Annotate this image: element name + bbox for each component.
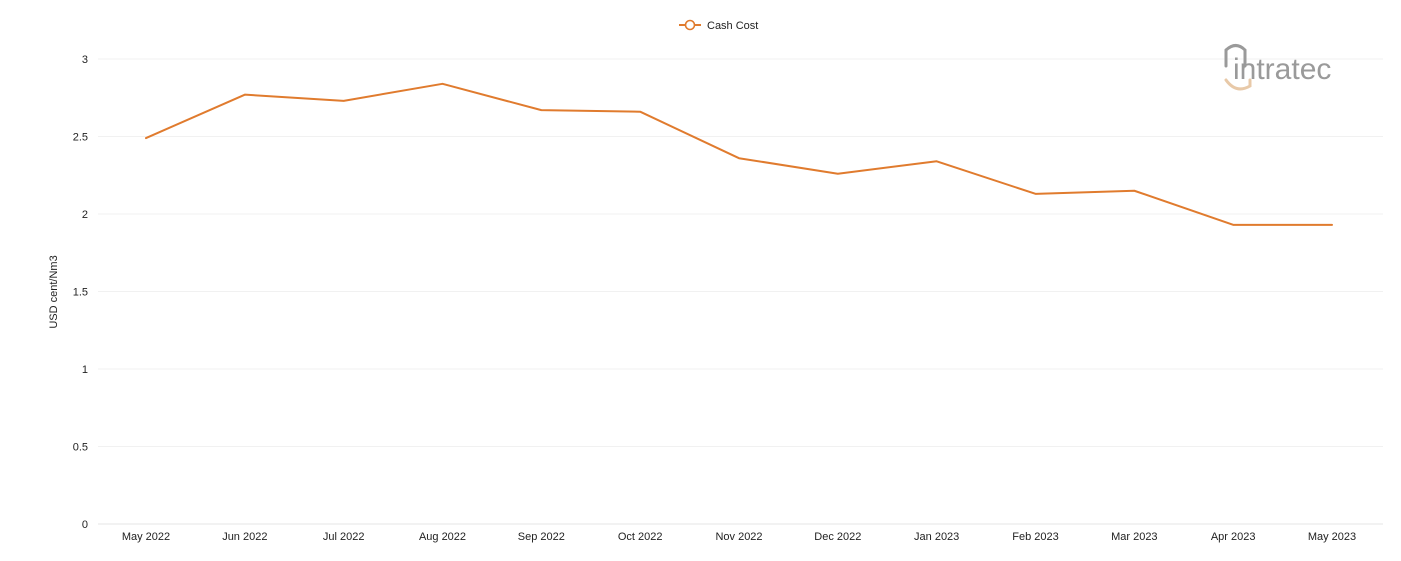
x-tick-label: Sep 2022 <box>518 531 565 543</box>
grid-lines <box>98 58 1383 525</box>
series-cash-cost <box>142 80 1336 229</box>
y-tick-label: 0.5 <box>73 442 88 454</box>
data-point[interactable] <box>1130 187 1138 195</box>
y-tick-label: 1 <box>82 364 88 376</box>
data-point[interactable] <box>636 108 644 116</box>
y-tick-label: 3 <box>82 54 88 66</box>
data-point[interactable] <box>735 154 743 162</box>
x-tick-label: Apr 2023 <box>1211 531 1256 543</box>
x-tick-label: Mar 2023 <box>1111 531 1157 543</box>
logo-text: intratec <box>1233 53 1331 86</box>
x-tick-label: Dec 2022 <box>814 531 861 543</box>
legend[interactable]: Cash Cost <box>679 19 758 32</box>
x-tick-label: Feb 2023 <box>1012 531 1058 543</box>
x-tick-label: Nov 2022 <box>715 531 762 543</box>
data-point[interactable] <box>340 97 348 105</box>
y-tick-label: 2 <box>82 209 88 221</box>
y-axis-title: USD cent/Nm3 <box>48 255 60 328</box>
x-tick-label: Jun 2022 <box>222 531 267 543</box>
logo-mark-bottom <box>1224 78 1252 91</box>
series-line[interactable] <box>145 82 1333 226</box>
data-point[interactable] <box>439 80 447 88</box>
x-axis: May 2022 Jun 2022 Jul 2022 Aug 2022 Sep 2022… <box>122 531 1356 543</box>
x-tick-label: Oct 2022 <box>618 531 663 543</box>
x-tick-label: May 2023 <box>1308 531 1356 543</box>
data-point[interactable] <box>241 91 249 99</box>
legend-label-cash-cost: Cash Cost <box>707 20 758 32</box>
x-tick-label: Jul 2022 <box>323 531 365 543</box>
data-point[interactable] <box>933 157 941 165</box>
y-tick-label: 2.5 <box>73 132 88 144</box>
data-point[interactable] <box>537 106 545 114</box>
y-axis: 0 0.5 1 1.5 2 2.5 3 <box>73 54 88 531</box>
x-tick-label: May 2022 <box>122 531 170 543</box>
data-point[interactable] <box>834 170 842 178</box>
data-point[interactable] <box>1328 221 1336 229</box>
intratec-logo: intratec <box>1224 44 1331 91</box>
y-tick-label: 0 <box>82 519 88 531</box>
data-point[interactable] <box>1229 221 1237 229</box>
x-tick-label: Jan 2023 <box>914 531 959 543</box>
legend-swatch-marker <box>684 19 696 31</box>
data-point[interactable] <box>1032 190 1040 198</box>
logo-mark-top <box>1224 44 1247 68</box>
y-tick-label: 1.5 <box>73 287 88 299</box>
x-tick-label: Aug 2022 <box>419 531 466 543</box>
data-point[interactable] <box>142 134 150 142</box>
